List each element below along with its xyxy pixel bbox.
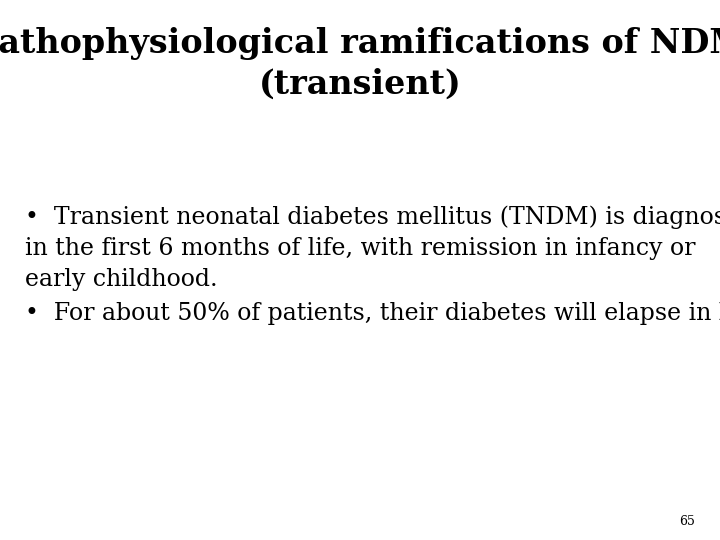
Text: 65: 65	[679, 515, 695, 528]
Text: •  For about 50% of patients, their diabetes will elapse in later life.: • For about 50% of patients, their diabe…	[25, 302, 720, 326]
Text: Pathophysiological ramifications of NDM
(transient): Pathophysiological ramifications of NDM …	[0, 27, 720, 101]
Text: •  Transient neonatal diabetes mellitus (TNDM) is diagnosed
in the first 6 month: • Transient neonatal diabetes mellitus (…	[25, 205, 720, 291]
